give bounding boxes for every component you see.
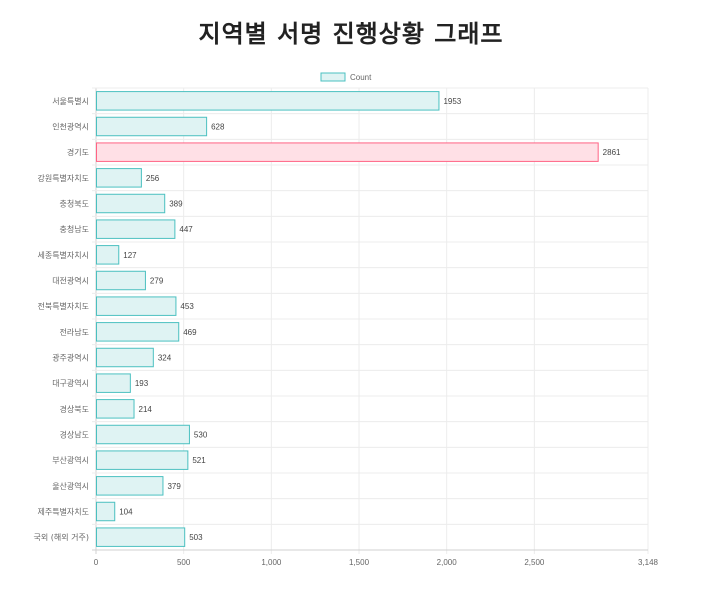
bar <box>96 424 190 445</box>
bar <box>96 219 176 239</box>
legend-swatch <box>320 72 346 82</box>
data-label: 104 <box>119 508 133 517</box>
bar <box>96 450 189 470</box>
bar <box>96 116 208 137</box>
bar <box>96 527 186 547</box>
x-tick-label: 1,500 <box>349 558 370 567</box>
x-tick-label: 500 <box>177 558 191 567</box>
category-label: 국외 (해외 거주) <box>34 532 90 542</box>
bar <box>96 347 154 368</box>
bar <box>96 373 131 393</box>
data-label: 193 <box>135 379 149 388</box>
bar <box>96 476 164 496</box>
category-labels: 서울특별시인천광역시경기도강원특별자치도충청북도충청남도세종특별자치시대전광역시… <box>34 96 90 542</box>
data-label: 127 <box>123 251 137 260</box>
data-label: 447 <box>179 225 193 234</box>
bar <box>96 168 142 188</box>
data-label: 2861 <box>603 148 621 157</box>
category-label: 서울특별시 <box>52 96 89 106</box>
category-label: 강원특별자치도 <box>37 173 89 183</box>
category-label: 인천광역시 <box>52 122 89 132</box>
legend[interactable]: Count <box>320 72 372 82</box>
x-tick-label: 2,000 <box>437 558 458 567</box>
category-label: 제주특별자치도 <box>37 507 89 517</box>
bar <box>96 193 166 214</box>
grid-lines <box>92 87 649 554</box>
category-label: 세종특별자치시 <box>37 250 89 260</box>
bar <box>96 296 177 316</box>
x-tick-label: 1,000 <box>261 558 282 567</box>
bar <box>96 142 599 162</box>
category-label: 충청북도 <box>60 200 89 209</box>
category-label: 경상남도 <box>60 430 89 440</box>
legend-label: Count <box>350 73 372 82</box>
bars <box>96 91 599 547</box>
data-label: 256 <box>146 174 160 183</box>
bar <box>96 245 120 265</box>
x-tick-label: 0 <box>94 558 99 567</box>
category-label: 경상북도 <box>60 404 89 414</box>
data-label: 628 <box>211 123 225 132</box>
x-tick-labels: 0 500 1,000 1,500 2,000 2,500 3,148 <box>94 558 659 567</box>
data-label: 1953 <box>443 97 461 106</box>
data-label: 379 <box>167 482 181 491</box>
data-label: 530 <box>194 431 208 440</box>
data-label: 521 <box>192 456 206 465</box>
category-label: 경기도 <box>67 147 89 157</box>
data-label: 324 <box>158 354 172 363</box>
data-label: 279 <box>150 277 164 286</box>
x-tick-label: 3,148 <box>638 558 659 567</box>
category-label: 전북특별자치도 <box>37 301 89 311</box>
bar <box>96 270 146 291</box>
category-label: 전라남도 <box>60 327 89 337</box>
data-label: 503 <box>189 533 203 542</box>
category-label: 대구광역시 <box>52 378 89 388</box>
data-label: 453 <box>180 302 194 311</box>
category-label: 충청남도 <box>60 225 89 234</box>
category-label: 울산광역시 <box>52 481 89 491</box>
data-label: 214 <box>139 405 153 414</box>
bar <box>96 399 135 419</box>
category-label: 부산광역시 <box>52 455 89 465</box>
category-label: 광주광역시 <box>52 353 89 363</box>
chart-title: 지역별 서명 진행상황 그래프 <box>198 20 504 48</box>
x-tick-label: 2,500 <box>524 558 545 567</box>
data-label: 389 <box>169 200 183 209</box>
category-label: 대전광역시 <box>52 276 89 286</box>
data-label: 469 <box>183 328 197 337</box>
bar <box>96 322 180 342</box>
bar <box>96 91 440 111</box>
data-labels: 1953 628 2861 256 389 447 127 279 453 469 324 193 21… <box>119 97 621 542</box>
bar <box>96 501 116 522</box>
